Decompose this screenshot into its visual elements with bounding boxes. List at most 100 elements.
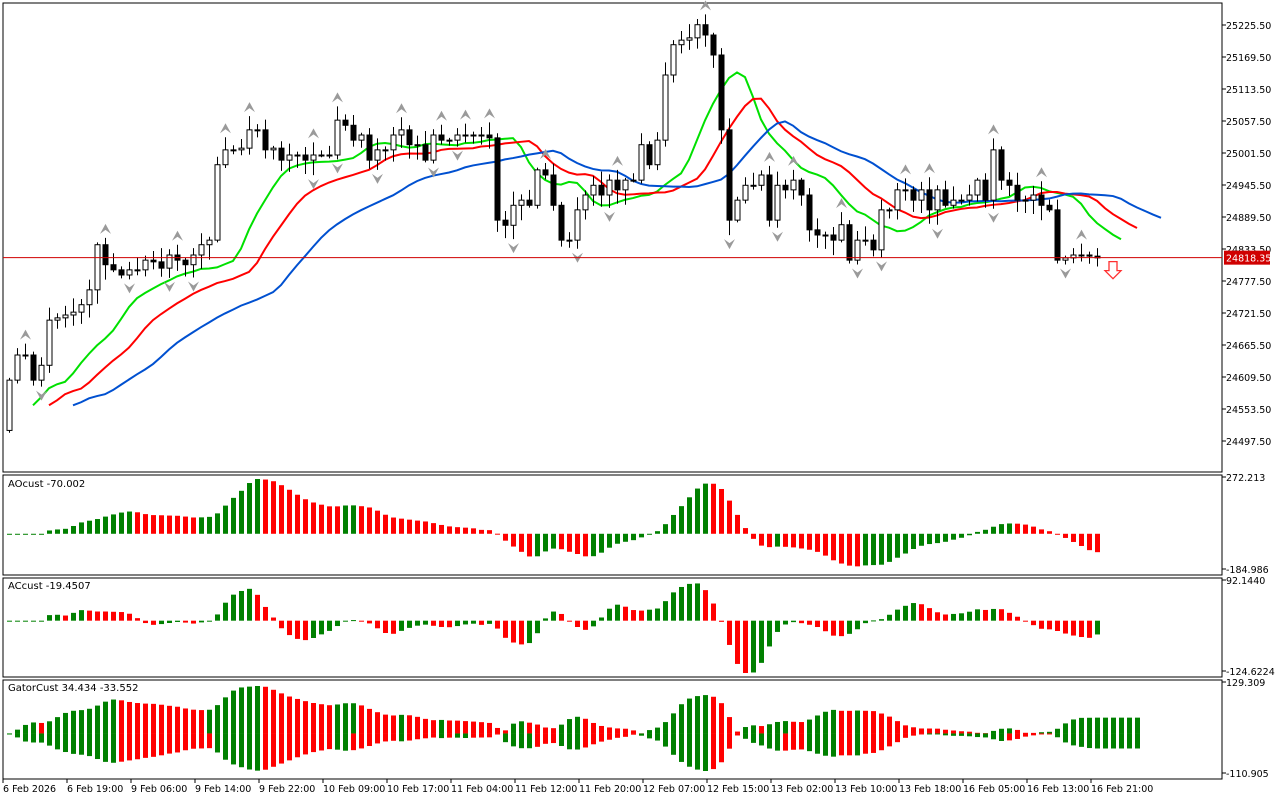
gator-upper-bar bbox=[831, 709, 836, 734]
time-label: 9 Feb 22:00 bbox=[259, 784, 315, 795]
ac-bar bbox=[999, 609, 1004, 621]
candle bbox=[1038, 194, 1045, 206]
candle bbox=[198, 244, 205, 256]
ao-bar bbox=[223, 505, 228, 534]
time-label: 16 Feb 21:00 bbox=[1091, 784, 1153, 795]
time-label: 6 Feb 2026 bbox=[3, 784, 56, 795]
ao-bar bbox=[599, 533, 604, 553]
candle bbox=[86, 289, 93, 306]
gator-lower-bar bbox=[535, 733, 540, 747]
ao-bar bbox=[207, 516, 212, 534]
candle bbox=[118, 269, 125, 276]
ac-bar bbox=[127, 613, 132, 621]
gator-lower-bar bbox=[1015, 733, 1020, 739]
gator-upper-bar bbox=[319, 704, 324, 734]
ao-bar bbox=[175, 515, 180, 534]
candle bbox=[558, 204, 565, 241]
candle bbox=[646, 144, 653, 166]
candle bbox=[78, 304, 85, 313]
gator-lower-bar bbox=[735, 733, 740, 736]
gator-upper-bar bbox=[743, 727, 748, 734]
ac-bar bbox=[1055, 620, 1060, 631]
ao-bar bbox=[671, 514, 676, 534]
gator-upper-bar bbox=[1079, 717, 1084, 734]
gator-lower-bar bbox=[359, 733, 364, 749]
gator-upper-bar bbox=[495, 727, 500, 734]
gator-upper-bar bbox=[471, 721, 476, 734]
ao-bar bbox=[1031, 526, 1036, 534]
ao-bar bbox=[1079, 533, 1084, 546]
ao-bar bbox=[575, 533, 580, 554]
gator-upper-bar bbox=[607, 727, 612, 734]
gator-upper-bar bbox=[391, 715, 396, 734]
gator-lower-bar bbox=[295, 733, 300, 758]
gator-lower-bar bbox=[327, 733, 332, 750]
fractal-up-icon bbox=[100, 223, 111, 234]
ac-bar bbox=[39, 620, 44, 622]
ao-bar bbox=[551, 533, 556, 549]
gator-lower-bar bbox=[31, 733, 36, 743]
fractal-up-icon bbox=[788, 155, 799, 166]
candle bbox=[982, 179, 989, 201]
candle bbox=[590, 184, 597, 196]
candle bbox=[454, 134, 461, 141]
ao-bar bbox=[879, 533, 884, 565]
ao-bar bbox=[767, 533, 772, 548]
gator-lower-bar bbox=[655, 733, 660, 741]
time-label: 11 Feb 04:00 bbox=[451, 784, 513, 795]
candle bbox=[694, 24, 701, 39]
gator-upper-bar bbox=[191, 709, 196, 734]
gator-lower-bar bbox=[479, 733, 484, 738]
candle bbox=[446, 139, 453, 142]
ao-bar bbox=[487, 530, 492, 534]
gator-upper-bar bbox=[1135, 717, 1140, 734]
gator-upper-bar bbox=[327, 705, 332, 734]
gator-upper-bar bbox=[991, 730, 996, 734]
ao-bar bbox=[903, 533, 908, 554]
gator-upper-bar bbox=[127, 701, 132, 734]
ac-bar bbox=[327, 620, 332, 631]
ac-bar bbox=[551, 611, 556, 621]
fractal-up-icon bbox=[924, 163, 935, 174]
candle bbox=[766, 174, 773, 221]
gator-lower-bar bbox=[375, 733, 380, 744]
ac-bar bbox=[311, 620, 316, 638]
gator-lower-bar bbox=[959, 733, 964, 736]
gator-lower-bar bbox=[791, 733, 796, 750]
fractal-up-icon bbox=[308, 128, 319, 139]
gator-upper-bar bbox=[671, 713, 676, 734]
gator-upper-bar bbox=[1039, 732, 1044, 734]
ao-bar bbox=[967, 533, 972, 536]
gator-lower-bar bbox=[423, 733, 428, 739]
gator-upper-bar bbox=[927, 728, 932, 734]
ac-bar bbox=[919, 604, 924, 621]
ao-bar bbox=[63, 528, 68, 534]
gator-upper-bar bbox=[399, 714, 404, 734]
ac-bar bbox=[295, 620, 300, 639]
gator-lower-bar bbox=[519, 733, 524, 749]
gator-upper-bar bbox=[911, 727, 916, 734]
ao-bar bbox=[367, 507, 372, 534]
gator-lower-bar bbox=[639, 733, 644, 736]
fractal-up-icon bbox=[220, 123, 231, 134]
gator-upper-bar bbox=[647, 730, 652, 734]
indicator-panel bbox=[2, 679, 1223, 780]
gator-upper-bar bbox=[447, 720, 452, 734]
candle bbox=[350, 124, 357, 141]
gator-lower-bar bbox=[143, 733, 148, 758]
candle bbox=[158, 261, 165, 269]
gator-upper-bar bbox=[311, 702, 316, 734]
time-label: 11 Feb 20:00 bbox=[579, 784, 641, 795]
gator-lower-bar bbox=[503, 733, 508, 743]
gator-upper-bar bbox=[279, 693, 284, 734]
gator-lower-bar bbox=[1135, 733, 1140, 749]
ac-bar bbox=[815, 620, 820, 628]
fractal-down-icon bbox=[876, 261, 887, 272]
gator-lower-bar bbox=[175, 733, 180, 753]
gator-upper-bar bbox=[23, 724, 28, 734]
ac-bar bbox=[903, 605, 908, 621]
ao-bar bbox=[703, 483, 708, 534]
ac-bar bbox=[711, 603, 716, 621]
gator-upper-bar bbox=[855, 710, 860, 734]
gator-upper-bar bbox=[111, 699, 116, 734]
